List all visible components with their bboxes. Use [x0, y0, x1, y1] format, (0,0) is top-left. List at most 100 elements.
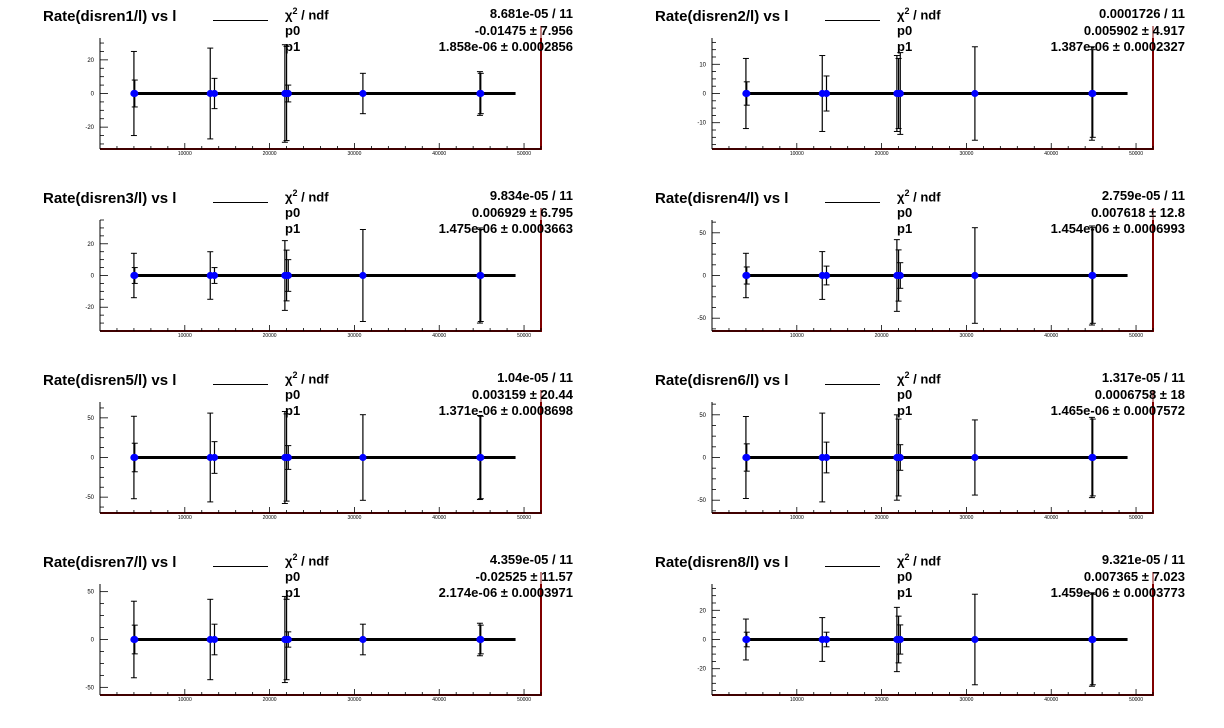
p0-value: -0.01475 ± 7.956: [474, 23, 573, 38]
p0-value: -0.02525 ± 11.57: [475, 569, 574, 584]
data-point: [284, 89, 292, 98]
plot-area: -50 0 50 10000 20000 30000 40000 50000: [85, 572, 542, 703]
p0-label: p0: [897, 569, 913, 584]
p1-label: p1: [285, 39, 301, 54]
p0-label: p0: [897, 23, 913, 38]
x-tick-label: 10000: [178, 151, 192, 157]
p1-label: p1: [897, 585, 913, 600]
p0-label: p0: [285, 23, 301, 38]
chi2-label: χ2 / ndf: [897, 6, 941, 23]
chi2-label: χ2 / ndf: [285, 370, 329, 387]
legend-line: [213, 384, 268, 385]
data-point: [210, 453, 219, 462]
x-tick-label: 40000: [432, 333, 446, 339]
x-tick-label: 10000: [178, 697, 192, 703]
chi2-label: χ2 / ndf: [897, 370, 941, 387]
x-tick-label: 40000: [432, 515, 446, 521]
chi2-label: χ2 / ndf: [285, 6, 329, 23]
x-tick-label: 30000: [959, 333, 973, 339]
x-tick-label: 10000: [790, 333, 804, 339]
plot-title: Rate(disren2/l) vs l: [655, 8, 789, 25]
p1-label: p1: [285, 403, 301, 418]
y-tick-label: -50: [697, 316, 706, 322]
plot-pad-4: -50 0 50 10000 20000 30000 40000 50000 Rate(dis…: [612, 182, 1224, 364]
plot-pad-7: -50 0 50 10000 20000 30000 40000 50000 Rate(dis…: [0, 546, 612, 728]
p0-label: p0: [897, 205, 913, 220]
y-tick-label: 50: [699, 413, 706, 419]
x-tick-label: 20000: [263, 333, 277, 339]
data-point: [131, 89, 139, 98]
x-tick-label: 40000: [432, 697, 446, 703]
data-point: [477, 89, 485, 98]
x-tick-label: 10000: [178, 333, 192, 339]
y-tick-label: 0: [703, 638, 707, 644]
legend-line: [825, 384, 880, 385]
p0-value: 0.005902 ± 4.917: [1083, 23, 1185, 38]
p1-value: 1.858e-06 ± 0.0002856: [438, 39, 573, 54]
y-tick-label: 0: [91, 638, 95, 644]
plot-pad-6: -50 0 50 10000 20000 30000 40000 50000 Rate(dis…: [612, 364, 1224, 546]
stats-box: χ2 / ndf p0 p1 8.681e-05 / 11 -0.01475 ±…: [210, 6, 575, 58]
data-point: [896, 635, 904, 644]
p1-label: p1: [285, 585, 301, 600]
plot-title: Rate(disren1/l) vs l: [43, 8, 177, 25]
p0-label: p0: [285, 205, 301, 220]
chi2-label: χ2 / ndf: [897, 188, 941, 205]
data-point: [359, 635, 367, 644]
x-tick-label: 50000: [517, 333, 531, 339]
plot-area: -20 0 20 10000 20000 30000 40000 50000: [85, 26, 542, 157]
y-tick-label: -20: [85, 125, 94, 131]
x-tick-label: 30000: [347, 333, 361, 339]
p1-value: 2.174e-06 ± 0.0003971: [438, 585, 573, 600]
x-tick-label: 30000: [959, 151, 973, 157]
y-tick-label: -20: [697, 667, 706, 673]
chi2-value: 2.759e-05 / 11: [1101, 188, 1185, 203]
plot-pad-1: -20 0 20 10000 20000 30000 40000 50000 Rate(dis…: [0, 0, 612, 182]
data-point: [131, 635, 139, 644]
x-tick-label: 40000: [1044, 697, 1058, 703]
legend-line: [213, 202, 268, 203]
data-point: [477, 453, 485, 462]
data-point: [896, 453, 904, 462]
chi2-value: 4.359e-05 / 11: [489, 552, 573, 567]
x-tick-label: 40000: [432, 151, 446, 157]
data-point: [210, 271, 219, 280]
y-tick-label: 50: [87, 590, 94, 596]
plot-pad-3: -20 0 20 10000 20000 30000 40000 50000 Rate(dis…: [0, 182, 612, 364]
y-tick-label: 0: [91, 274, 95, 280]
data-point: [743, 635, 751, 644]
x-tick-label: 50000: [1129, 515, 1143, 521]
stats-box: χ2 / ndf p0 p1 4.359e-05 / 11 -0.02525 ±…: [210, 552, 575, 604]
data-point: [896, 271, 904, 280]
stats-box: χ2 / ndf p0 p1 9.834e-05 / 11 0.006929 ±…: [210, 188, 575, 240]
stats-box: χ2 / ndf p0 p1 1.04e-05 / 11 0.003159 ± …: [210, 370, 575, 422]
y-tick-label: 10: [699, 62, 706, 68]
p0-value: 0.006929 ± 6.795: [471, 205, 573, 220]
x-tick-label: 50000: [517, 151, 531, 157]
data-point: [1089, 271, 1097, 280]
x-tick-label: 50000: [1129, 151, 1143, 157]
x-tick-label: 20000: [263, 515, 277, 521]
plot-area: -20 0 20 10000 20000 30000 40000 50000: [85, 208, 542, 339]
data-point: [971, 635, 979, 644]
plot-title: Rate(disren6/l) vs l: [655, 372, 789, 389]
y-tick-label: 20: [87, 242, 94, 248]
y-tick-label: 0: [91, 92, 95, 98]
data-point: [284, 635, 292, 644]
x-tick-label: 10000: [178, 515, 192, 521]
plot-title: Rate(disren7/l) vs l: [43, 554, 177, 571]
x-tick-label: 10000: [790, 151, 804, 157]
data-point: [210, 89, 219, 98]
x-tick-label: 50000: [517, 697, 531, 703]
data-point: [284, 271, 292, 280]
data-point: [1089, 635, 1097, 644]
plot-area: -10 0 10 10000 20000 30000 40000 50000: [697, 26, 1154, 157]
data-point: [477, 271, 485, 280]
p1-value: 1.387e-06 ± 0.0002327: [1050, 39, 1185, 54]
y-tick-label: 0: [703, 92, 707, 98]
p0-label: p0: [285, 387, 301, 402]
data-point: [743, 89, 751, 98]
y-tick-label: 20: [87, 58, 94, 64]
data-point: [743, 271, 751, 280]
legend-line: [825, 202, 880, 203]
